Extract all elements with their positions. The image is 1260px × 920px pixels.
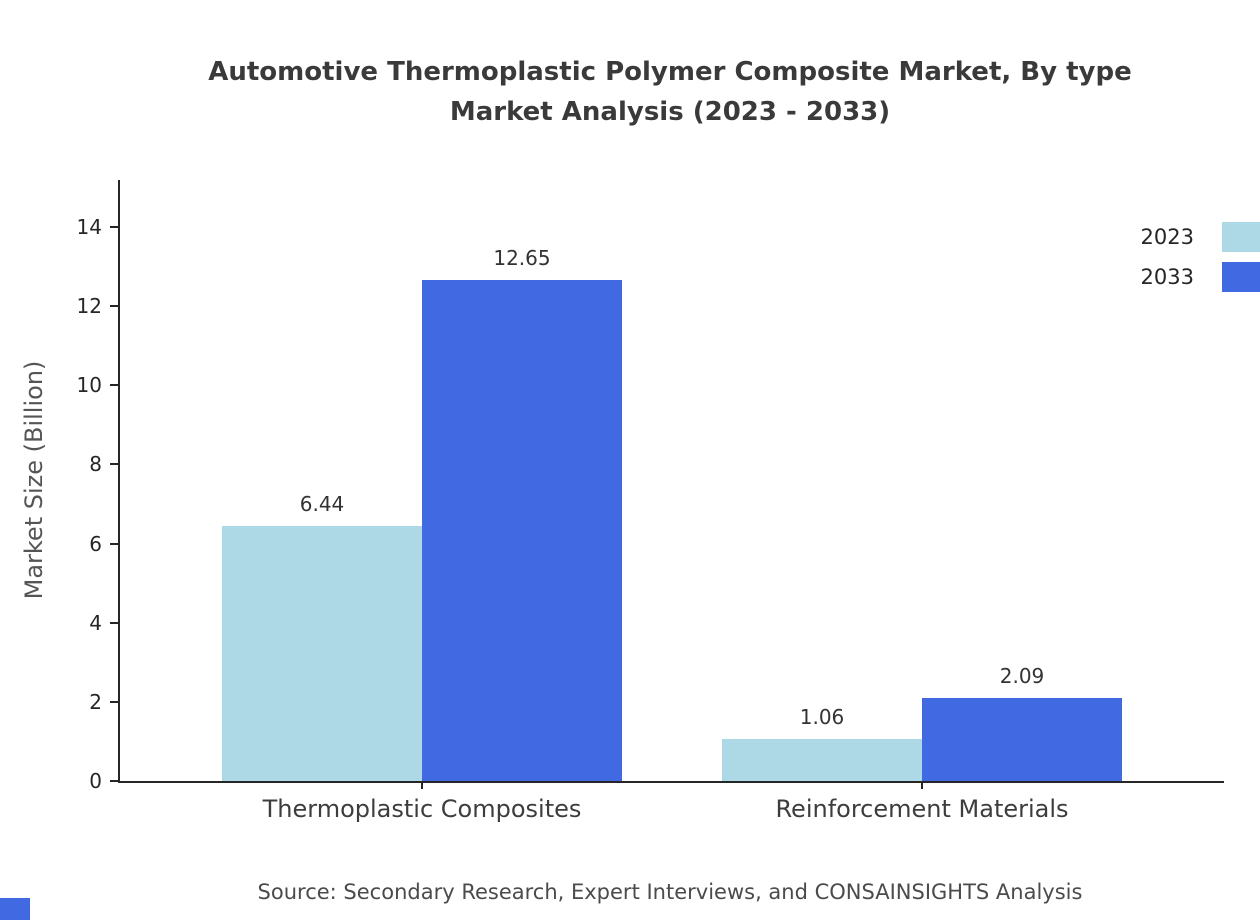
y-tick-label: 10 — [76, 373, 102, 398]
y-tick-label: 0 — [89, 769, 102, 793]
legend-label: 2033 — [1140, 265, 1194, 289]
bar-2023 — [222, 526, 422, 781]
chart-title-line2: Market Analysis (2023 - 2033) — [449, 97, 891, 127]
x-tick-mark — [421, 781, 423, 789]
source-note: Source: Secondary Research, Expert Inter… — [257, 880, 1083, 904]
y-tick-mark — [110, 226, 118, 228]
chart-title-line1: Automotive Thermoplastic Polymer Composi… — [208, 57, 1132, 87]
corner-accent — [0, 898, 30, 920]
bar-2023 — [722, 739, 922, 781]
y-tick-label: 12 — [76, 294, 102, 319]
bar-value-label: 12.65 — [493, 246, 551, 270]
y-tick-label: 14 — [76, 215, 102, 239]
y-tick-label: 2 — [89, 689, 102, 714]
y-tick-label: 8 — [89, 452, 102, 477]
y-tick-mark — [110, 384, 118, 387]
legend-swatch — [1222, 262, 1260, 292]
y-tick-mark — [110, 305, 118, 308]
legend-label: 2023 — [1140, 225, 1194, 249]
legend-swatch — [1222, 222, 1260, 252]
bar-value-label: 1.06 — [799, 705, 845, 729]
x-tick-mark — [921, 781, 923, 789]
legend-item: 2023 — [1141, 222, 1260, 252]
bar-value-label: 6.44 — [299, 492, 345, 516]
bar-2033 — [422, 280, 622, 781]
x-category-label: Reinforcement Materials — [775, 795, 1069, 823]
y-tick-mark — [110, 542, 118, 545]
bar-value-label: 2.09 — [999, 664, 1045, 688]
chart-title: Automotive Thermoplastic Polymer Composi… — [80, 52, 1260, 132]
y-tick-mark — [110, 780, 118, 782]
bar-2033 — [922, 698, 1122, 781]
plot-area: 0 2 4 6 8 10 12 14 6.44 12.65 Thermoplastic Compos… — [77, 180, 1224, 823]
legend-item: 2033 — [1141, 262, 1260, 292]
y-tick-mark — [110, 621, 118, 624]
y-tick-mark — [110, 700, 118, 703]
y-tick-mark — [110, 463, 118, 466]
y-axis-title: Market Size (Billion) — [20, 360, 48, 600]
y-tick-label: 4 — [89, 610, 102, 635]
y-tick-label: 6 — [89, 531, 102, 556]
x-category-label: Thermoplastic Composites — [262, 795, 582, 823]
legend: 2023 2033 — [1141, 222, 1260, 302]
